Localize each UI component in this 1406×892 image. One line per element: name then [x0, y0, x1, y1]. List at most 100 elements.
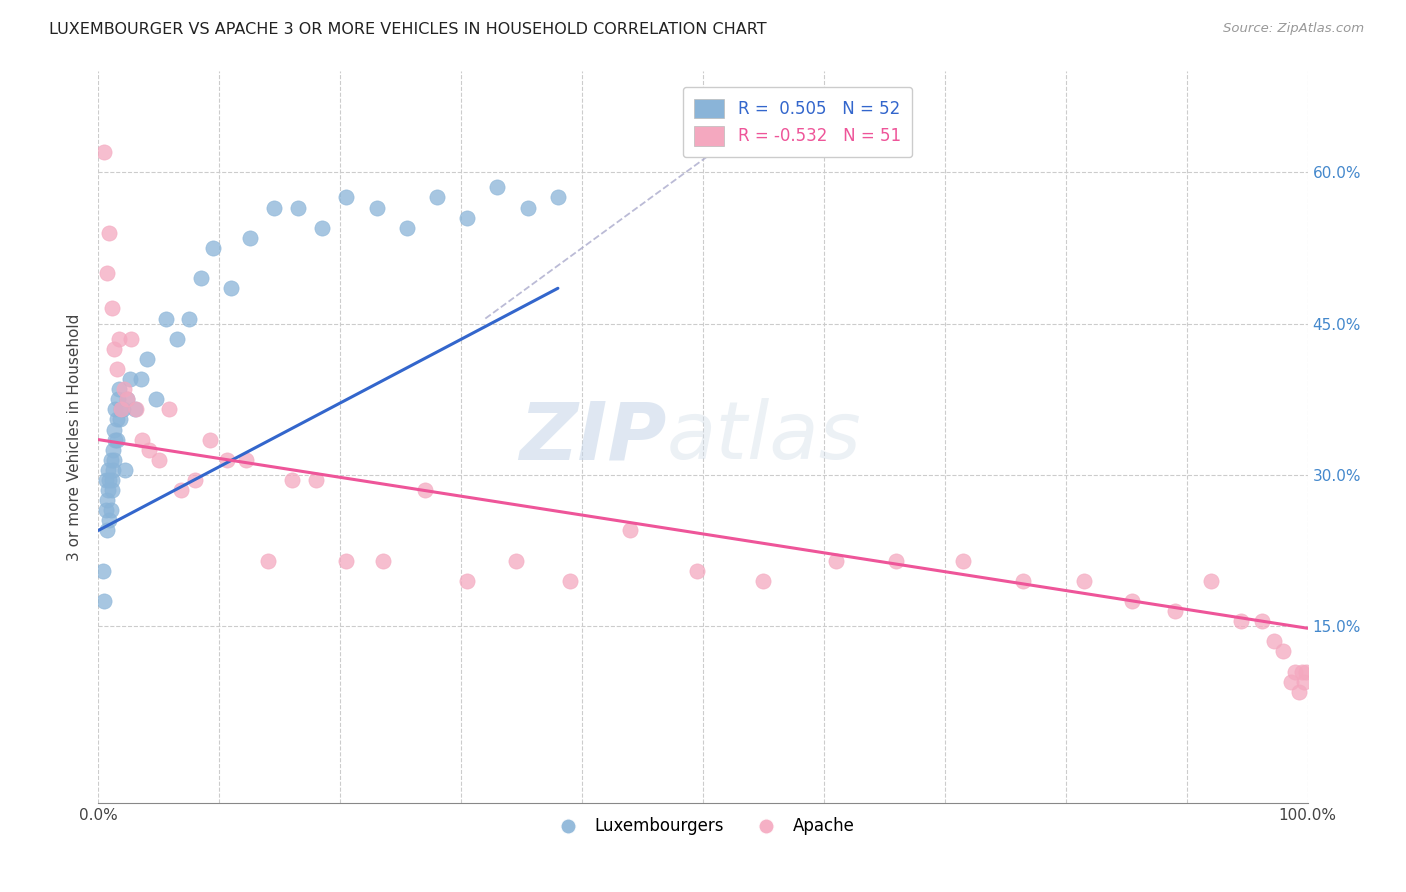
Point	[202, 241, 225, 255]
Point	[110, 402, 132, 417]
Point	[93, 145, 115, 159]
Point	[108, 412, 131, 426]
Point	[166, 332, 188, 346]
Point	[108, 382, 131, 396]
Point	[105, 362, 128, 376]
Point	[1073, 574, 1095, 588]
Point	[1250, 614, 1272, 628]
Point	[305, 473, 328, 487]
Point	[105, 433, 128, 447]
Point	[547, 190, 569, 204]
Point	[101, 442, 124, 457]
Y-axis label: 3 or more Vehicles in Household: 3 or more Vehicles in Household	[67, 313, 83, 561]
Point	[110, 402, 132, 417]
Point	[135, 351, 157, 366]
Point	[752, 574, 775, 588]
Point	[145, 392, 167, 407]
Point	[129, 372, 152, 386]
Point	[558, 574, 581, 588]
Point	[117, 392, 139, 407]
Point	[263, 201, 285, 215]
Point	[198, 433, 221, 447]
Point	[1288, 685, 1310, 699]
Point	[118, 372, 141, 386]
Point	[100, 483, 122, 497]
Point	[155, 311, 177, 326]
Point	[100, 473, 122, 487]
Point	[138, 442, 160, 457]
Point	[104, 402, 127, 417]
Point	[94, 503, 117, 517]
Point	[1163, 604, 1185, 618]
Point	[619, 524, 641, 538]
Point	[104, 433, 127, 447]
Point	[108, 332, 131, 346]
Point	[1295, 665, 1317, 679]
Point	[311, 220, 333, 235]
Point	[190, 271, 212, 285]
Point	[98, 226, 121, 240]
Point	[371, 554, 394, 568]
Point	[100, 452, 122, 467]
Point	[395, 220, 418, 235]
Point	[1230, 614, 1253, 628]
Point	[1199, 574, 1222, 588]
Point	[148, 452, 170, 467]
Point	[335, 190, 357, 204]
Point	[1292, 674, 1315, 689]
Point	[91, 564, 114, 578]
Point	[1121, 594, 1143, 608]
Point	[184, 473, 207, 487]
Point	[1291, 665, 1313, 679]
Point	[335, 554, 357, 568]
Point	[1284, 665, 1306, 679]
Point	[366, 201, 388, 215]
Text: LUXEMBOURGER VS APACHE 3 OR MORE VEHICLES IN HOUSEHOLD CORRELATION CHART: LUXEMBOURGER VS APACHE 3 OR MORE VEHICLE…	[49, 22, 766, 37]
Text: ZIP: ZIP	[519, 398, 666, 476]
Point	[686, 564, 709, 578]
Point	[1263, 634, 1285, 648]
Point	[100, 301, 122, 316]
Point	[98, 513, 121, 527]
Point	[96, 266, 118, 280]
Point	[94, 473, 117, 487]
Point	[886, 554, 908, 568]
Point	[235, 452, 257, 467]
Legend: Luxembourgers, Apache: Luxembourgers, Apache	[544, 811, 862, 842]
Point	[105, 412, 128, 426]
Point	[505, 554, 527, 568]
Point	[516, 201, 538, 215]
Point	[256, 554, 278, 568]
Point	[103, 423, 125, 437]
Point	[215, 452, 238, 467]
Point	[426, 190, 449, 204]
Point	[179, 311, 201, 326]
Point	[117, 392, 139, 407]
Point	[97, 483, 120, 497]
Point	[413, 483, 436, 497]
Point	[97, 463, 120, 477]
Point	[952, 554, 974, 568]
Point	[239, 231, 262, 245]
Point	[287, 201, 309, 215]
Point	[111, 402, 134, 417]
Point	[221, 281, 243, 295]
Point	[1279, 674, 1302, 689]
Point	[96, 493, 118, 508]
Point	[456, 574, 478, 588]
Point	[281, 473, 304, 487]
Point	[112, 382, 135, 396]
Point	[125, 402, 148, 417]
Point	[169, 483, 191, 497]
Point	[157, 402, 180, 417]
Point	[103, 342, 125, 356]
Point	[100, 503, 122, 517]
Text: atlas: atlas	[666, 398, 862, 476]
Point	[825, 554, 848, 568]
Point	[103, 452, 125, 467]
Point	[107, 392, 129, 407]
Point	[93, 594, 115, 608]
Point	[98, 473, 121, 487]
Point	[131, 433, 153, 447]
Point	[1012, 574, 1035, 588]
